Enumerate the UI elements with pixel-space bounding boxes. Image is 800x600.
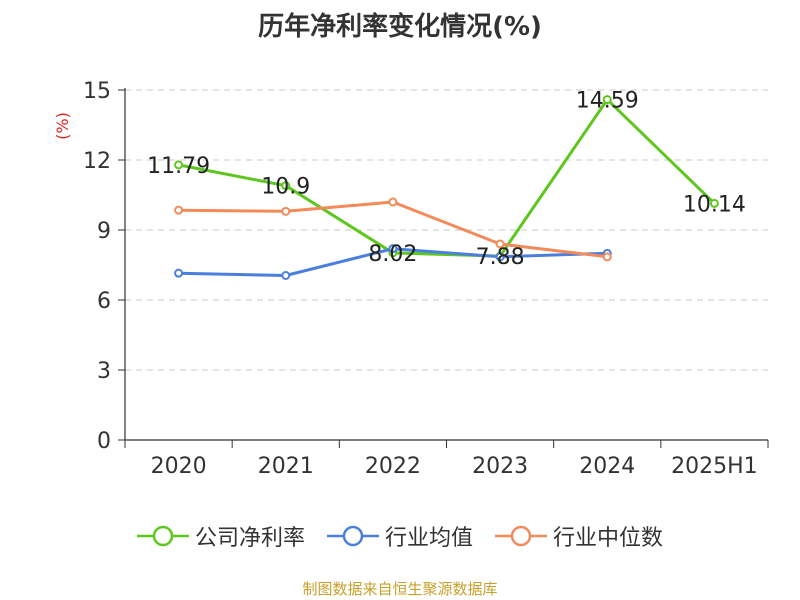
legend-marker-icon [326,525,379,547]
data-point [281,206,291,216]
legend-circle [510,525,532,547]
data-point [709,198,719,208]
x-tick-label: 2022 [365,454,421,479]
legend-item[interactable]: 行业均值 [326,520,473,552]
y-axis-label: (%) [53,112,72,140]
y-tick-label: 9 [97,219,111,244]
data-point [602,252,612,262]
data-point [281,181,291,191]
x-tick-label: 2020 [151,454,207,479]
data-point [602,95,612,105]
legend-circle [152,525,174,547]
legend-marker-icon [136,525,189,547]
legend-item[interactable]: 公司净利率 [136,520,305,552]
y-tick-label: 12 [83,149,111,174]
data-point [388,197,398,207]
y-tick-label: 15 [83,79,111,104]
data-point [495,252,505,262]
data-point [388,244,398,254]
legend-item[interactable]: 行业中位数 [495,520,663,552]
data-label: 10.14 [683,192,746,217]
legend-label: 行业中位数 [553,526,664,551]
data-label: 10.9 [261,175,310,200]
data-point [174,160,184,170]
series-line [178,98,716,258]
legend-label: 公司净利率 [194,526,305,551]
y-tick-label: 3 [97,359,111,384]
x-tick-label: 2021 [258,454,314,479]
legend-circle [342,525,364,547]
legend-marker-icon [495,525,547,547]
data-point [174,268,184,278]
y-tick-label: 6 [97,289,111,314]
data-point [174,205,184,215]
x-tick-label: 2025H1 [671,454,758,479]
source-note: 制图数据来自恒生聚源数据库 [302,580,498,598]
data-point [495,239,505,249]
data-label: 14.59 [576,89,639,114]
x-tick-label: 2024 [579,454,635,479]
data-label: 8.02 [368,242,417,267]
legend-label: 行业均值 [384,526,473,551]
data-label: 7.88 [476,245,525,270]
legend: 公司净利率 行业均值 行业中位数 [0,520,800,552]
x-tick-label: 2023 [472,454,528,479]
y-tick-label: 0 [97,429,111,454]
data-label: 11.79 [147,154,210,179]
data-point [281,271,291,280]
chart-title: 历年净利率变化情况(%) [258,12,542,42]
